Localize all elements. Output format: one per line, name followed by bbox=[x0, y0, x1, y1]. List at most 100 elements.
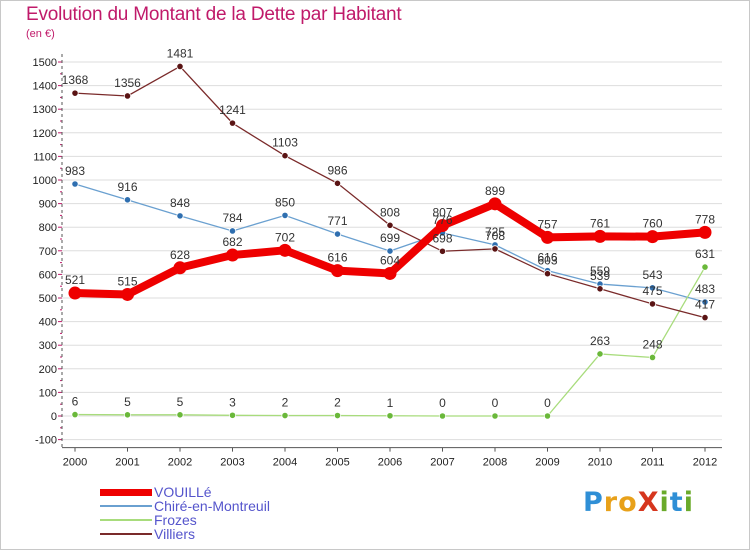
data-label: 2 bbox=[334, 396, 341, 410]
series-point bbox=[123, 92, 132, 100]
data-label: 603 bbox=[537, 254, 557, 268]
data-label: 263 bbox=[590, 334, 610, 348]
data-label: 559 bbox=[590, 264, 610, 278]
data-label: 1 bbox=[387, 396, 394, 410]
data-label: 3 bbox=[229, 395, 236, 409]
data-label: 1481 bbox=[167, 46, 194, 60]
data-label: 916 bbox=[117, 180, 137, 194]
legend-label: Villiers bbox=[154, 526, 195, 542]
series-point bbox=[386, 247, 394, 255]
data-label: 616 bbox=[537, 251, 557, 265]
brand-logo: ProXiti bbox=[583, 487, 694, 518]
data-label: 784 bbox=[222, 211, 242, 225]
x-tick-label: 2002 bbox=[168, 457, 192, 469]
data-label: 776 bbox=[432, 213, 452, 227]
series-point bbox=[541, 230, 554, 244]
series-point bbox=[71, 89, 79, 97]
y-tick-label: 1100 bbox=[33, 151, 57, 163]
data-label: 248 bbox=[642, 337, 662, 351]
series-point bbox=[648, 300, 657, 308]
brand-letter: t bbox=[669, 487, 684, 518]
series-point bbox=[68, 286, 82, 300]
data-label: 899 bbox=[485, 184, 505, 198]
y-tick-label: -100 bbox=[35, 435, 57, 447]
y-tick-label: 600 bbox=[39, 269, 57, 281]
x-tick-label: 2006 bbox=[378, 457, 402, 469]
x-tick-label: 2011 bbox=[641, 457, 665, 469]
series-point bbox=[331, 264, 344, 278]
data-label: 757 bbox=[537, 217, 557, 231]
data-label: 417 bbox=[695, 298, 715, 312]
series-point bbox=[281, 411, 289, 420]
y-tick-label: 1400 bbox=[33, 81, 57, 93]
series-point bbox=[698, 225, 712, 239]
series-point bbox=[281, 211, 289, 219]
series-point bbox=[278, 243, 292, 257]
data-label: 628 bbox=[170, 248, 190, 262]
data-label: 515 bbox=[117, 274, 137, 288]
series-point bbox=[386, 221, 394, 229]
legend-swatch bbox=[100, 488, 152, 496]
data-label: 682 bbox=[222, 235, 242, 249]
series-point bbox=[228, 119, 237, 127]
series-point bbox=[646, 230, 659, 244]
series-point bbox=[123, 196, 132, 204]
data-label: 5 bbox=[177, 395, 184, 409]
series-point bbox=[123, 411, 132, 419]
data-label: 848 bbox=[170, 196, 190, 210]
y-tick-label: 800 bbox=[39, 222, 57, 234]
data-label: 0 bbox=[492, 396, 499, 410]
series-point bbox=[543, 412, 552, 420]
series-point bbox=[176, 411, 184, 419]
data-label: 778 bbox=[695, 212, 715, 226]
data-label: 808 bbox=[380, 205, 400, 219]
brand-letter: i bbox=[659, 487, 670, 518]
series-point bbox=[596, 350, 604, 358]
x-tick-label: 2009 bbox=[535, 457, 559, 469]
data-label: 1368 bbox=[62, 73, 89, 87]
y-tick-label: 500 bbox=[39, 293, 57, 305]
y-tick-label: 100 bbox=[39, 387, 57, 399]
series-point bbox=[648, 353, 657, 362]
legend-swatch bbox=[100, 505, 152, 507]
data-label: 543 bbox=[642, 268, 662, 282]
series-point bbox=[438, 247, 447, 255]
y-tick-label: 200 bbox=[39, 364, 57, 376]
data-label: 725 bbox=[485, 225, 505, 239]
series-point bbox=[436, 219, 449, 233]
series-point bbox=[491, 412, 499, 420]
data-label: 986 bbox=[327, 163, 347, 177]
series-point bbox=[71, 180, 79, 188]
data-label: 604 bbox=[380, 253, 400, 267]
brand-letter: r bbox=[603, 487, 619, 518]
data-label-layer: 983 916 848 784 850 771 699 776 725 616 559 543 483 6… bbox=[62, 46, 716, 410]
data-label: 0 bbox=[439, 396, 446, 410]
series-point bbox=[226, 248, 239, 262]
data-label: 475 bbox=[642, 284, 662, 298]
series-point bbox=[701, 263, 709, 271]
series-point bbox=[173, 261, 187, 275]
grid-layer bbox=[62, 61, 722, 441]
series-point bbox=[383, 266, 397, 280]
data-label: 631 bbox=[695, 247, 715, 261]
chart-title: Evolution du Montant de la Dette par Hab… bbox=[26, 4, 402, 25]
data-label: 6 bbox=[72, 395, 79, 409]
y-tick-label: 900 bbox=[39, 199, 57, 211]
data-label: 807 bbox=[432, 206, 452, 220]
y-tick-label: 700 bbox=[39, 246, 57, 258]
y-tick-label: 1200 bbox=[33, 128, 57, 140]
series-point bbox=[596, 285, 604, 293]
brand-letter: X bbox=[637, 487, 660, 518]
x-tick-label: 2012 bbox=[693, 457, 717, 469]
data-label: 771 bbox=[327, 214, 347, 228]
brand-letter: P bbox=[583, 487, 604, 518]
x-tick-label: 2010 bbox=[588, 457, 612, 469]
series-point bbox=[701, 313, 709, 322]
y-tick-label: 1300 bbox=[33, 104, 57, 116]
y-tick-label: 1500 bbox=[33, 57, 57, 69]
data-label: 483 bbox=[695, 282, 715, 296]
series-point bbox=[488, 197, 502, 211]
data-label: 983 bbox=[65, 164, 85, 178]
y-tick-label: 400 bbox=[39, 317, 57, 329]
